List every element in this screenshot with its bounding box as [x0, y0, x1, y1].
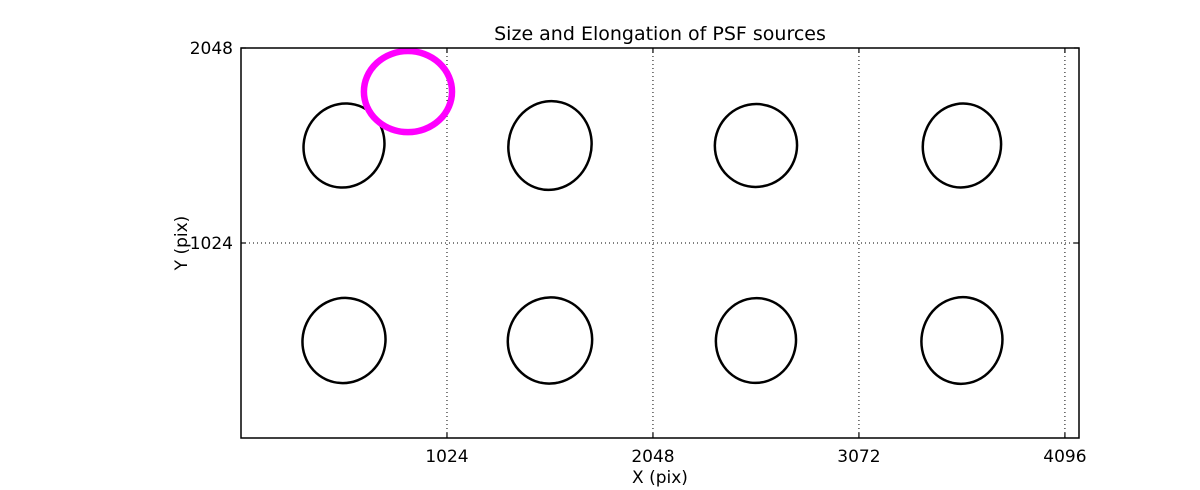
psf-ellipse	[920, 295, 1004, 386]
psf-ellipse	[714, 296, 798, 385]
y-tick-label-1024: 1024	[190, 234, 233, 254]
x-tick-label-3072: 3072	[837, 447, 880, 467]
psf-ellipses	[301, 47, 1004, 386]
plot-title: Size and Elongation of PSF sources	[494, 23, 826, 45]
psf-ellipse	[713, 102, 799, 189]
plot-border	[240, 47, 1080, 439]
x-axis-label: X (pix)	[632, 468, 688, 488]
tick-labels: 1024 2048 3072 4096 1024 2048	[190, 39, 1087, 467]
x-tick-label-2048: 2048	[631, 447, 674, 467]
psf-ellipse	[301, 296, 387, 385]
x-tick-label-4096: 4096	[1043, 447, 1086, 467]
psf-ellipse	[507, 99, 593, 192]
highlighted-psf-ellipse	[360, 47, 456, 136]
psf-ellipse	[921, 102, 1003, 189]
psf-ellipse	[302, 102, 386, 189]
axis-ticks	[241, 47, 1079, 438]
x-tick-label-1024: 1024	[425, 447, 468, 467]
y-tick-label-2048: 2048	[190, 39, 233, 59]
y-axis-label: Y (pix)	[172, 216, 192, 272]
psf-ellipse	[506, 296, 594, 385]
